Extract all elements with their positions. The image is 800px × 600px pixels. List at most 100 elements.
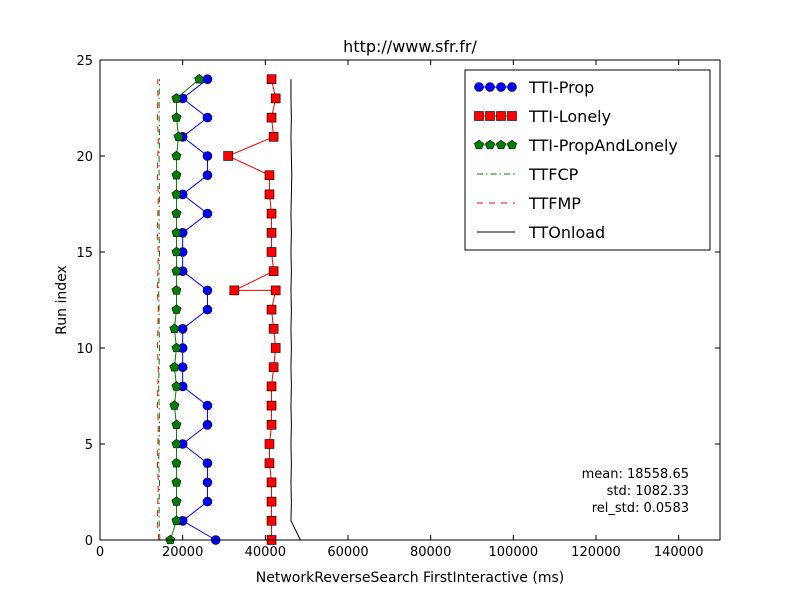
legend-item-tti-lonely: TTI-Lonely [474, 107, 611, 126]
x-tick-label: 140000 [654, 545, 704, 560]
plot-frame [99, 59, 721, 541]
data-point-tti-propandlonely [171, 477, 182, 487]
data-point-tti-propandlonely [171, 419, 182, 429]
data-point-tti-lonely [264, 439, 275, 449]
data-point-tti-prop [202, 419, 213, 430]
data-point-tti-propandlonely [173, 131, 184, 141]
data-point-tti-lonely [266, 477, 277, 488]
data-point-tti-lonely [266, 515, 277, 526]
data-point-tti-propandlonely [171, 170, 182, 180]
data-point-tti-propandlonely [171, 112, 182, 122]
data-point-tti-propandlonely [171, 246, 182, 257]
data-point-tti-lonely [266, 400, 277, 411]
series-tti-prop [177, 74, 221, 545]
series-tti-propandlonely [165, 74, 205, 545]
y-tick-label: 0 [85, 534, 93, 549]
series-ttonload [290, 79, 301, 541]
legend-marker [507, 139, 517, 150]
y-tick-label: 15 [76, 246, 93, 261]
legend-box [464, 69, 711, 251]
x-tick-label: 40000 [245, 545, 286, 560]
data-point-tti-propandlonely [171, 304, 182, 314]
series-tti-lonely [223, 74, 281, 545]
legend-marker [474, 111, 484, 121]
data-point-tti-propandlonely [171, 208, 182, 218]
data-point-tti-propandlonely [171, 438, 182, 449]
data-point-tti-lonely [229, 285, 240, 296]
plot-marks [156, 74, 301, 545]
data-point-tti-lonely [266, 112, 277, 123]
legend-label: TTOnload [528, 223, 605, 242]
data-point-tti-lonely [266, 74, 277, 84]
x-axis-label: NetworkReverseSearch FirstInteractive (m… [256, 570, 564, 586]
x-tick-label: 60000 [327, 545, 368, 560]
data-point-tti-prop [202, 400, 213, 411]
data-point-tti-lonely [268, 132, 279, 142]
legend-item-ttonload: TTOnload [477, 223, 605, 242]
legend-label: TTI-PropAndLonely [528, 136, 678, 155]
y-tick-label: 10 [76, 342, 93, 357]
legend-marker [507, 111, 517, 121]
data-point-tti-lonely [266, 304, 277, 315]
legend-marker [496, 111, 506, 121]
data-point-tti-lonely [264, 170, 275, 180]
legend-marker [485, 82, 495, 92]
x-tick-label: 20000 [162, 545, 203, 560]
y-tick-label: 5 [85, 438, 93, 453]
legend-item-ttfmp: TTFMP [477, 194, 581, 213]
series-line-ttfmp [156, 79, 160, 541]
data-point-tti-lonely [270, 285, 281, 296]
data-point-tti-prop [202, 74, 213, 84]
data-point-tti-propandlonely [171, 150, 182, 161]
data-point-tti-lonely [266, 208, 277, 219]
data-point-tti-propandlonely [169, 400, 180, 410]
data-point-tti-lonely [223, 151, 233, 161]
data-point-tti-propandlonely [171, 227, 182, 237]
data-point-tti-lonely [268, 362, 279, 373]
data-point-tti-lonely [266, 496, 277, 507]
data-point-tti-propandlonely [171, 266, 182, 276]
x-tick-label: 100000 [489, 545, 539, 560]
stats-annotation: mean: 18558.65 std: 1082.33 rel_std: 0.058… [582, 467, 689, 516]
data-point-tti-prop [202, 458, 213, 469]
data-point-tti-propandlonely [171, 515, 182, 525]
x-tick-label: 80000 [410, 545, 451, 560]
x-tick-label: 0 [96, 545, 104, 560]
series-ttfmp [156, 79, 160, 541]
data-point-tti-lonely [266, 419, 277, 430]
data-point-tti-prop [177, 323, 188, 334]
legend-item-ttfcp: TTFCP [477, 165, 579, 184]
legend-item-tti-propandlonely: TTI-PropAndLonely [474, 136, 678, 155]
series-line-ttfcp [158, 79, 161, 541]
legend-label: TTFMP [528, 194, 581, 213]
data-point-tti-lonely [268, 323, 279, 334]
data-point-tti-prop [202, 208, 213, 219]
data-point-tti-propandlonely [171, 285, 182, 295]
data-point-tti-propandlonely [171, 381, 182, 391]
series-ttfcp [158, 79, 161, 541]
chart-title: http://www.sfr.fr/ [343, 37, 477, 56]
y-axis-label: Run index [54, 265, 70, 335]
data-point-tti-propandlonely [171, 342, 182, 353]
legend-label: TTI-Prop [528, 78, 594, 97]
data-point-tti-lonely [270, 343, 281, 353]
y-tick-label: 20 [76, 150, 93, 165]
data-point-tti-propandlonely [171, 458, 182, 468]
annotation-line: std: 1082.33 [607, 484, 689, 499]
data-point-tti-lonely [268, 266, 279, 277]
data-point-tti-lonely [266, 381, 277, 392]
data-point-tti-propandlonely [169, 323, 180, 333]
data-point-tti-propandlonely [171, 189, 182, 199]
data-point-tti-prop [202, 151, 213, 161]
legend-marker [485, 139, 495, 150]
legend-marker [496, 82, 506, 92]
axes: 0 20000 40000 60000 80000 100000 120000 140000 0… [76, 54, 720, 560]
data-point-tti-lonely [266, 247, 277, 257]
annotation-line: mean: 18558.65 [582, 467, 689, 482]
data-point-tti-prop [202, 112, 213, 123]
data-point-tti-lonely [264, 189, 275, 200]
legend-marker [474, 139, 484, 150]
data-point-tti-propandlonely [169, 362, 180, 372]
legend-marker [485, 111, 495, 121]
